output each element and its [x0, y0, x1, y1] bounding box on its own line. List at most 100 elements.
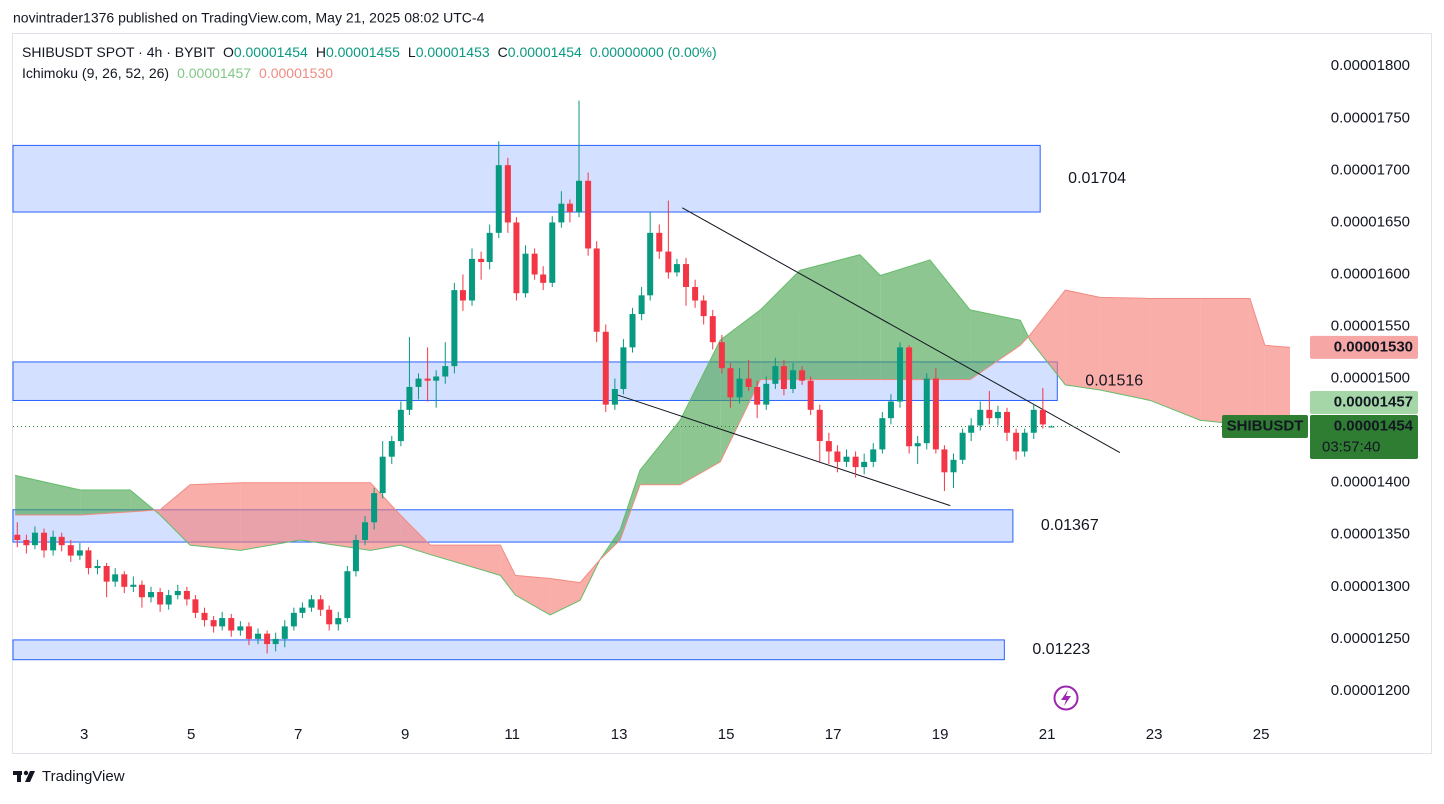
price-label: 0.00001454: [1334, 417, 1414, 434]
cloud-fill: [880, 259, 930, 380]
candle-body: [308, 599, 315, 608]
candle-body: [638, 295, 645, 315]
cloud-fill: [15, 475, 81, 515]
candle-body: [531, 253, 538, 275]
cloud-fill: [550, 578, 581, 615]
candle-body: [700, 300, 707, 317]
ohlc-key: H: [316, 44, 326, 60]
candle-body: [540, 274, 547, 283]
y-tick-label: 0.00001550: [1331, 318, 1410, 335]
ohlc-key: C: [498, 44, 508, 60]
candle-body: [683, 264, 690, 287]
x-tick-label: 25: [1253, 726, 1270, 743]
candle-body: [397, 409, 404, 442]
candle-body: [362, 522, 369, 540]
candle-body: [335, 618, 342, 625]
candle-body: [629, 314, 636, 348]
candle-body: [727, 368, 734, 398]
candle-body: [611, 389, 618, 405]
plot-area: [12, 100, 1305, 661]
candle-body: [371, 493, 378, 523]
candle-body: [807, 380, 814, 410]
candle-body: [870, 449, 877, 462]
candle-body: [486, 232, 493, 262]
candle-body: [469, 258, 476, 301]
candle-body: [585, 180, 592, 249]
cloud-fill: [500, 545, 516, 596]
candle-body: [299, 607, 306, 613]
candle-body: [495, 165, 502, 233]
cloud-fill: [680, 340, 721, 485]
candle-body: [834, 451, 841, 462]
x-tick-label: 21: [1039, 726, 1056, 743]
candle-body: [718, 342, 725, 369]
cloud-fill: [640, 420, 681, 485]
candle-body: [165, 595, 172, 605]
candle-body: [192, 599, 199, 613]
legend-line: SHIBUSDT SPOT · 4h · BYBIT O0.00001454 H0.…: [22, 44, 717, 60]
candle-body: [843, 456, 850, 462]
candle-body: [379, 456, 386, 494]
cloud-fill: [760, 270, 800, 380]
candle-body: [67, 545, 74, 556]
candle-body: [879, 418, 886, 450]
candle-body: [121, 574, 128, 587]
symbol-tag: [1222, 414, 1308, 438]
x-tick-label: 7: [294, 726, 302, 743]
candle-body: [887, 401, 894, 419]
candle-body: [183, 590, 190, 600]
candle-body: [861, 461, 868, 468]
candle-body: [157, 592, 164, 605]
candle-body: [799, 370, 806, 381]
candle-body: [906, 347, 913, 447]
candle-body: [665, 251, 672, 273]
zone-label: 0.01223: [1032, 641, 1090, 658]
cloud-fill: [1065, 290, 1101, 391]
y-tick-label: 0.00001500: [1331, 370, 1410, 387]
price-label-box: [1310, 335, 1418, 359]
candle-body: [103, 566, 110, 582]
y-tick-label: 0.00001300: [1331, 578, 1410, 595]
candle-body: [522, 253, 529, 294]
candle-body: [576, 180, 583, 213]
x-tick-label: 17: [825, 726, 842, 743]
candle-body: [174, 590, 181, 596]
candle-body: [593, 248, 600, 332]
cloud-fill: [859, 254, 881, 380]
candle-body: [968, 425, 975, 433]
x-tick-label: 11: [504, 726, 520, 743]
candle-body: [415, 378, 422, 387]
zone-label: 0.01516: [1085, 372, 1143, 389]
cloud-fill: [620, 470, 641, 540]
indicator: Ichimoku (9, 26, 52, 26): [22, 65, 169, 81]
cloud-fill: [1264, 345, 1291, 426]
candle-body: [923, 378, 930, 444]
ohlc-key: L: [408, 44, 416, 60]
lightning-icon: [1053, 685, 1079, 711]
price-label-box: [1310, 414, 1418, 459]
x-tick-label: 15: [718, 726, 735, 743]
ohlc-value: 0.00001454: [234, 44, 308, 60]
candle-body: [406, 386, 413, 410]
candle-body: [763, 383, 770, 405]
candle-body: [272, 638, 279, 645]
candle-body: [281, 626, 288, 639]
candle-body: [138, 584, 145, 598]
candle-body: [932, 378, 939, 450]
candle-body: [31, 532, 38, 546]
candle-body: [14, 534, 21, 540]
x-tick-label: 3: [80, 726, 88, 743]
candle-body: [513, 222, 520, 294]
zone-label: 0.01704: [1068, 170, 1126, 187]
candle-body: [1021, 432, 1028, 452]
candle-body: [433, 376, 440, 381]
cloud-fill: [929, 259, 971, 380]
candle-body: [85, 550, 92, 569]
trendline: [682, 207, 1121, 453]
candle-body: [58, 536, 65, 546]
candle-body: [228, 618, 235, 631]
candle-body: [76, 550, 83, 556]
footer-brand: TradingView: [42, 768, 125, 785]
candle-body: [745, 378, 752, 387]
